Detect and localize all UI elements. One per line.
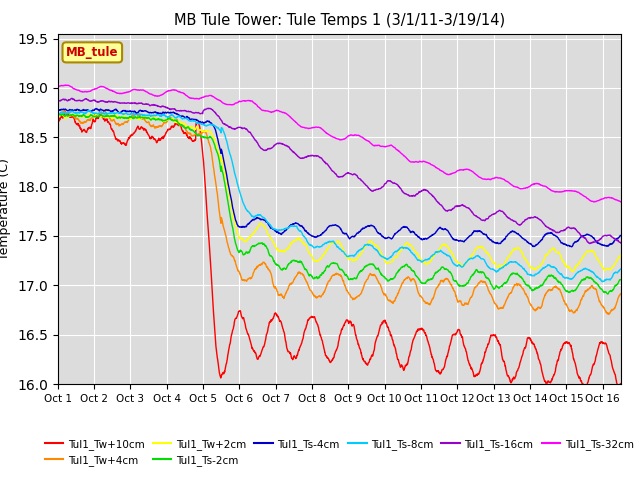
Text: MB_tule: MB_tule [66, 46, 118, 59]
Y-axis label: Temperature (C): Temperature (C) [0, 158, 12, 260]
Legend: Tul1_Tw+10cm, Tul1_Tw+4cm, Tul1_Tw+2cm, Tul1_Ts-2cm, Tul1_Ts-4cm, Tul1_Ts-8cm, T: Tul1_Tw+10cm, Tul1_Tw+4cm, Tul1_Tw+2cm, … [40, 435, 638, 470]
Title: MB Tule Tower: Tule Temps 1 (3/1/11-3/19/14): MB Tule Tower: Tule Temps 1 (3/1/11-3/19… [173, 13, 505, 28]
